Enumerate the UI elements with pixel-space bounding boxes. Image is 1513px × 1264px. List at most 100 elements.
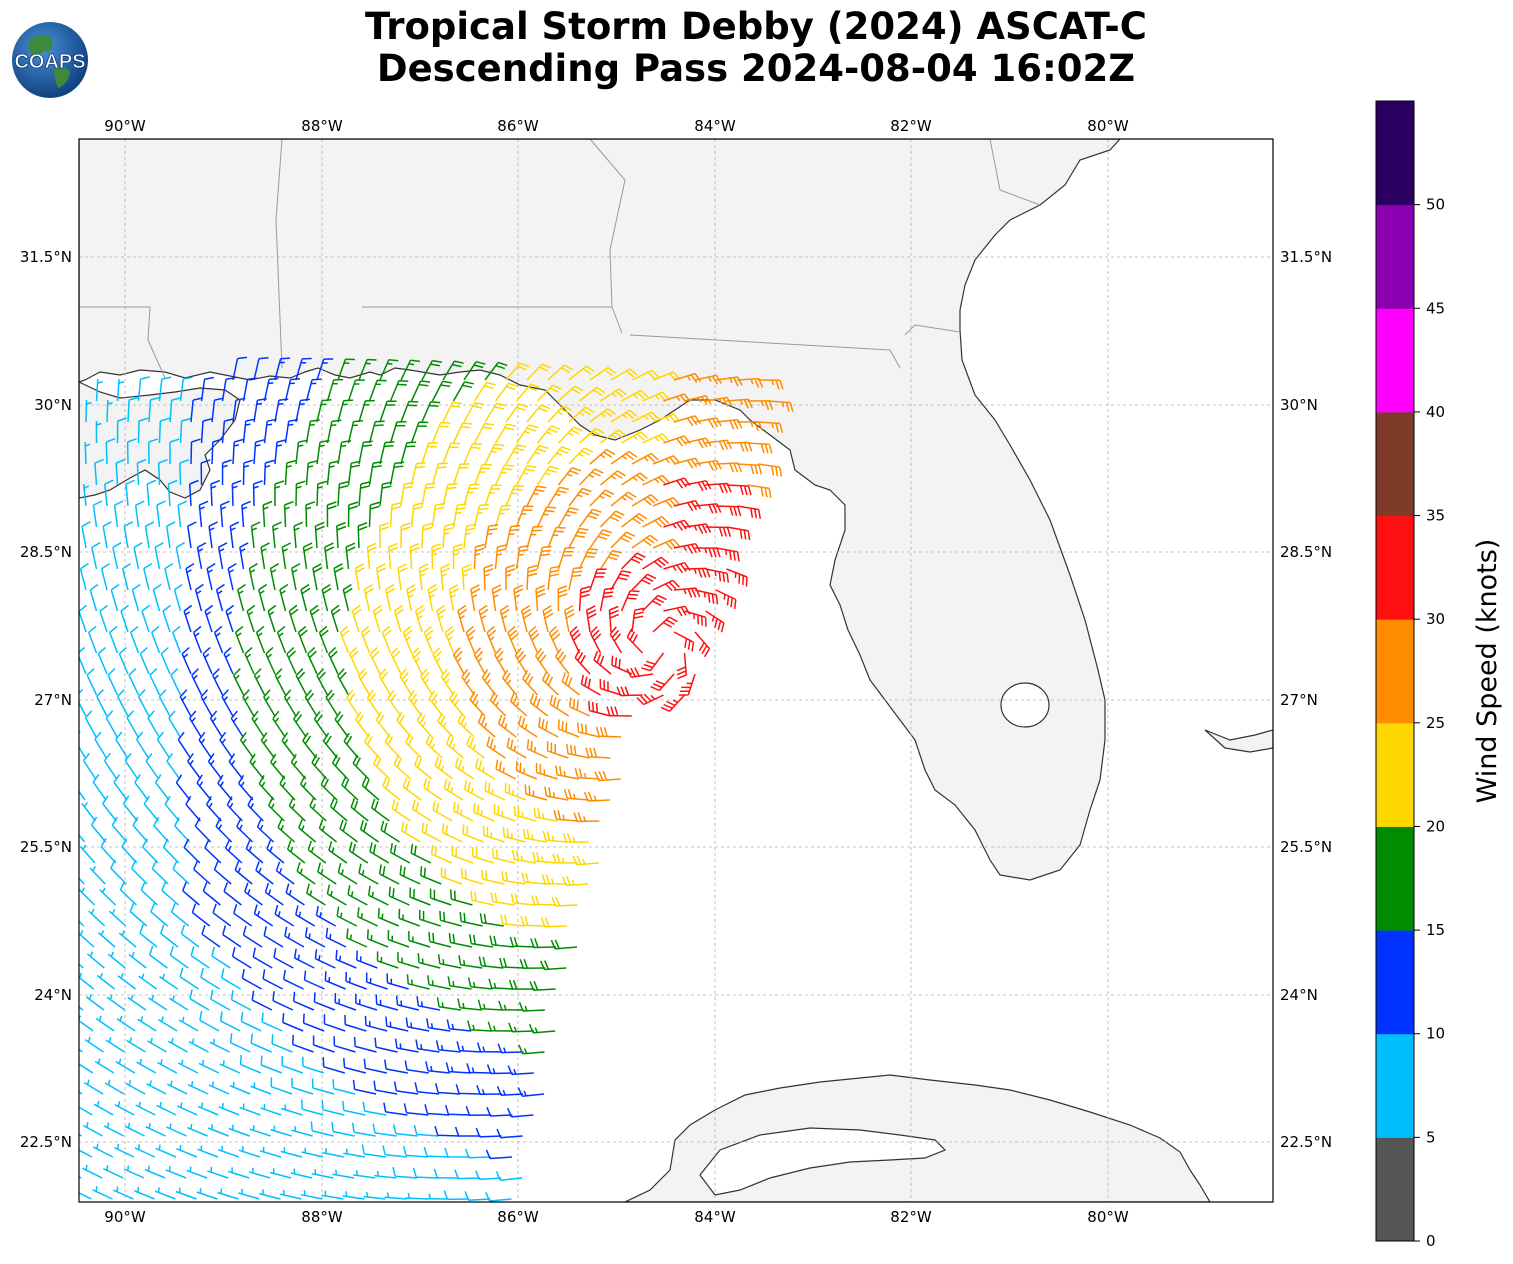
wind-barb bbox=[252, 947, 273, 969]
wind-barb bbox=[694, 589, 719, 605]
wind-barb bbox=[520, 604, 533, 633]
wind-barb bbox=[245, 839, 264, 864]
wind-barb bbox=[102, 1165, 124, 1179]
wind-barb bbox=[133, 542, 143, 570]
wind-barb bbox=[332, 1169, 355, 1179]
wind-barb bbox=[542, 830, 568, 843]
wind-barb bbox=[215, 583, 225, 612]
wind-barb bbox=[107, 667, 119, 696]
wind-barb bbox=[427, 584, 438, 612]
wind-barb bbox=[574, 768, 600, 780]
wind-barb bbox=[229, 1033, 251, 1053]
wind-barb bbox=[652, 538, 681, 551]
wind-barb bbox=[446, 1019, 472, 1032]
wind-barb bbox=[736, 505, 762, 520]
wind-barb bbox=[316, 398, 332, 423]
wind-barb bbox=[499, 604, 510, 633]
wind-barb bbox=[563, 605, 575, 633]
title-line-2: Descending Pass 2024-08-04 16:02Z bbox=[376, 47, 1136, 90]
wind-barb bbox=[551, 896, 578, 907]
wind-barb bbox=[176, 1144, 198, 1158]
colorbar-tick-label: 25 bbox=[1426, 714, 1445, 732]
colorbar-bin bbox=[1376, 1137, 1414, 1242]
colorbar-bin bbox=[1376, 930, 1414, 1035]
wind-barb bbox=[91, 542, 101, 570]
wind-barb bbox=[198, 500, 209, 528]
wind-barb bbox=[375, 711, 391, 738]
wind-barb bbox=[569, 625, 581, 654]
wind-barb bbox=[440, 563, 451, 591]
wind-barb bbox=[389, 420, 407, 444]
wind-barb bbox=[260, 1055, 283, 1074]
wind-barb bbox=[642, 391, 670, 402]
wind-barb bbox=[240, 1011, 262, 1032]
wind-barb bbox=[432, 647, 444, 675]
wind-barb bbox=[296, 861, 316, 885]
wind-barb bbox=[286, 840, 306, 864]
wind-barb bbox=[652, 496, 681, 509]
wind-barb bbox=[148, 994, 168, 1011]
wind-barb bbox=[393, 604, 404, 633]
wind-barb bbox=[190, 946, 210, 969]
wind-barb bbox=[452, 381, 474, 402]
wind-barb bbox=[518, 1001, 545, 1012]
wind-barb bbox=[430, 844, 453, 864]
wind-barb bbox=[302, 1013, 325, 1032]
wind-barb bbox=[334, 993, 357, 1011]
wind-barb bbox=[452, 422, 473, 444]
wind-barb bbox=[505, 362, 530, 381]
wind-barb bbox=[237, 774, 254, 801]
wind-barb bbox=[513, 584, 524, 612]
wind-barb bbox=[179, 417, 191, 444]
wind-barb bbox=[141, 604, 151, 633]
wind-barb bbox=[210, 479, 221, 507]
wind-barb bbox=[309, 797, 327, 822]
wind-barb bbox=[314, 521, 325, 549]
wind-barb bbox=[373, 754, 391, 780]
wind-barb bbox=[90, 816, 107, 843]
wind-barb bbox=[150, 625, 161, 654]
wind-barb bbox=[197, 1145, 219, 1158]
wind-barb bbox=[395, 995, 420, 1011]
wind-barb bbox=[140, 881, 158, 906]
wind-barb bbox=[175, 774, 191, 801]
wind-barb bbox=[369, 647, 381, 675]
wind-barb bbox=[684, 610, 707, 627]
wind-barb bbox=[631, 369, 659, 381]
wind-barb bbox=[368, 460, 383, 486]
wind-barb bbox=[126, 1037, 146, 1053]
lat-tick-label: 22.5°N bbox=[1280, 1133, 1332, 1151]
wind-barb bbox=[97, 930, 116, 948]
wind-barb bbox=[433, 1168, 460, 1179]
wind-barb bbox=[241, 968, 262, 990]
wind-barb bbox=[337, 863, 358, 885]
wind-barb bbox=[469, 691, 486, 717]
wind-barb bbox=[549, 694, 570, 717]
wind-barb bbox=[201, 924, 221, 948]
wind-barb bbox=[171, 625, 182, 654]
wind-barb bbox=[180, 924, 200, 948]
wind-barb bbox=[432, 800, 453, 822]
wind-barb bbox=[486, 625, 497, 654]
wind-barb bbox=[457, 998, 482, 1011]
wind-barb bbox=[249, 753, 265, 780]
wind-barb bbox=[99, 604, 109, 633]
wind-barb bbox=[454, 757, 475, 780]
wind-barb bbox=[239, 542, 249, 570]
wind-barb bbox=[462, 824, 484, 843]
wind-barb bbox=[418, 563, 429, 591]
wind-barb bbox=[580, 674, 601, 696]
wind-barb bbox=[219, 500, 230, 528]
wind-barb bbox=[505, 484, 524, 507]
wind-barb bbox=[546, 741, 569, 759]
wind-barb bbox=[431, 462, 448, 486]
wind-barb bbox=[158, 417, 170, 444]
wind-barb bbox=[444, 1104, 471, 1116]
wind-barb bbox=[529, 693, 549, 717]
wind-barb bbox=[331, 1122, 355, 1137]
wind-barb bbox=[263, 418, 277, 444]
wind-barb bbox=[382, 776, 401, 801]
wind-barb bbox=[507, 1065, 534, 1076]
wind-barb bbox=[242, 418, 256, 444]
wind-barb bbox=[79, 646, 87, 675]
